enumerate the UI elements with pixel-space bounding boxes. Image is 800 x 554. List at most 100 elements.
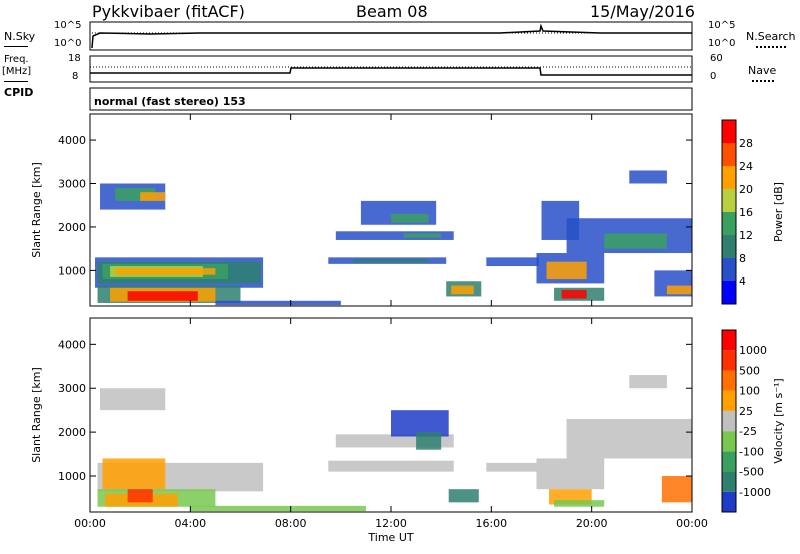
- power-ytick-label-0: 1000: [58, 264, 86, 277]
- power-region-2: [140, 192, 166, 201]
- velocity-colorbar-seg-4: [722, 410, 736, 432]
- velocity-colorbar-tick-4: -25: [739, 425, 757, 438]
- power-colorbar-seg-0: [722, 281, 736, 304]
- nave-tick-top: 60: [710, 53, 723, 64]
- noise-tick-bottom-left: 10^0: [54, 38, 82, 49]
- date-title: 15/May/2016: [590, 2, 695, 21]
- velocity-colorbar-tick-1: 500: [739, 364, 760, 377]
- power-colorbar-seg-7: [722, 120, 736, 143]
- velocity-region-7: [328, 460, 454, 472]
- freq-tick-top: 18: [68, 53, 81, 64]
- velocity-colorbar-tick-0: 1000: [739, 344, 767, 357]
- power-region-15: [403, 233, 442, 238]
- freq-label-2: [MHz]: [2, 66, 32, 77]
- velocity-region-5: [127, 489, 153, 503]
- beam-title: Beam 08: [356, 2, 428, 21]
- nsky-line: [91, 23, 692, 49]
- freq-panel-frame: [89, 55, 693, 83]
- velocity-xtick-label-0: 00:00: [74, 517, 106, 530]
- velocity-xlabel: Time UT: [367, 531, 413, 544]
- velocity-colorbar-seg-7: [722, 350, 736, 371]
- noise-tick-top-right: 10^5: [708, 20, 736, 31]
- power-colorbar-seg-6: [722, 143, 736, 166]
- velocity-colorbar-seg-1: [722, 471, 736, 492]
- power-colorbar-seg-3: [722, 212, 736, 235]
- power-ytick-label-3: 4000: [58, 134, 86, 147]
- velocity-colorbar-frame: [721, 329, 737, 513]
- power-ytick-label-1: 2000: [58, 221, 86, 234]
- power-ylabel: Slant Range [km]: [30, 162, 43, 258]
- velocity-colorbar-seg-8: [722, 330, 736, 351]
- power-region-17: [391, 213, 429, 223]
- power-colorbar-seg-4: [722, 189, 736, 212]
- velocity-region-18: [661, 476, 692, 503]
- velocity-ytick-label-0: 1000: [58, 470, 86, 483]
- velocity-colorbar-tick-7: -1000: [739, 486, 771, 499]
- power-region-7: [115, 268, 216, 275]
- noise-panel-frame: [89, 21, 693, 51]
- power-region-20: [486, 257, 539, 267]
- nave-label: Nave: [748, 64, 777, 77]
- power-colorbar-seg-2: [722, 235, 736, 258]
- velocity-region-15: [554, 500, 605, 507]
- velocity-colorbar-seg-0: [722, 491, 736, 512]
- power-colorbar-tick-5: 24: [739, 160, 753, 173]
- cpid-label: CPID: [4, 86, 34, 99]
- velocity-region-13: [536, 458, 605, 490]
- velocity-region-0: [100, 388, 166, 411]
- nave-tick-bottom: 0: [710, 71, 717, 82]
- velocity-colorbar-tick-3: 25: [739, 405, 753, 418]
- power-colorbar-seg-5: [722, 166, 736, 189]
- velocity-xtick-label-1: 04:00: [174, 517, 206, 530]
- velocity-colorbar-seg-2: [722, 451, 736, 472]
- velocity-panel: 1000 2000 3000 4000 00:00 04:00 08:00 12:00 16:0…: [30, 317, 785, 544]
- nave-dots: [752, 80, 774, 82]
- top-panels: [89, 21, 693, 111]
- velocity-region-2: [102, 458, 166, 490]
- power-region-14: [335, 231, 454, 240]
- velocity-xtick-label-5: 20:00: [576, 517, 608, 530]
- velocity-xtick-label-3: 12:00: [375, 517, 407, 530]
- power-region-30: [666, 285, 692, 295]
- velocity-colorbar-seg-3: [722, 431, 736, 452]
- power-region-24: [561, 289, 587, 299]
- velocity-region-9: [391, 410, 449, 437]
- nsky-label: N.Sky: [4, 30, 36, 43]
- power-colorbar-tick-2: 12: [739, 229, 753, 242]
- velocity-xtick-label-6: 00:00: [676, 517, 708, 530]
- velocity-colorbar-tick-6: -500: [739, 466, 764, 479]
- velocity-colorbar-seg-6: [722, 370, 736, 391]
- velocity-region-11: [448, 489, 479, 503]
- power-colorbar-label: Power [dB]: [772, 182, 785, 242]
- power-colorbar-seg-1: [722, 258, 736, 281]
- power-colorbar-tick-6: 28: [739, 137, 753, 150]
- nsearch-dots: [756, 46, 786, 48]
- cpid-panel-frame: [89, 87, 693, 111]
- power-region-19: [451, 285, 474, 295]
- station-title: Pykkvibaer (fitACF): [92, 2, 245, 21]
- power-colorbar-frame: [721, 119, 737, 305]
- velocity-region-17: [629, 375, 667, 389]
- velocity-colorbar-tick-5: -100: [739, 445, 764, 458]
- power-ytick-label-2: 3000: [58, 178, 86, 191]
- velocity-colorbar-label: Velocity [m s⁻¹]: [772, 378, 785, 463]
- power-colorbar-tick-0: 4: [739, 275, 746, 288]
- velocity-ytick-label-1: 2000: [58, 426, 86, 439]
- power-colorbar-tick-1: 8: [739, 252, 746, 265]
- velocity-colorbar-seg-5: [722, 390, 736, 411]
- velocity-xtick-label-4: 16:00: [475, 517, 507, 530]
- velocity-region-12: [486, 462, 537, 472]
- power-region-11: [215, 300, 341, 306]
- power-region-27: [604, 233, 667, 249]
- velocity-ylabel: Slant Range [km]: [30, 367, 43, 463]
- velocity-xtick-label-2: 08:00: [275, 517, 307, 530]
- nsky-underline: [4, 46, 28, 47]
- velocity-ytick-label-3: 4000: [58, 338, 86, 351]
- freq-underline: [4, 81, 28, 82]
- power-region-10: [127, 291, 198, 301]
- freq-tick-bottom: 8: [72, 71, 79, 82]
- noise-tick-bottom-right: 10^0: [708, 38, 736, 49]
- power-colorbar-tick-4: 20: [739, 183, 753, 196]
- velocity-colorbar-tick-2: 100: [739, 385, 760, 398]
- velocity-region-10: [416, 432, 442, 450]
